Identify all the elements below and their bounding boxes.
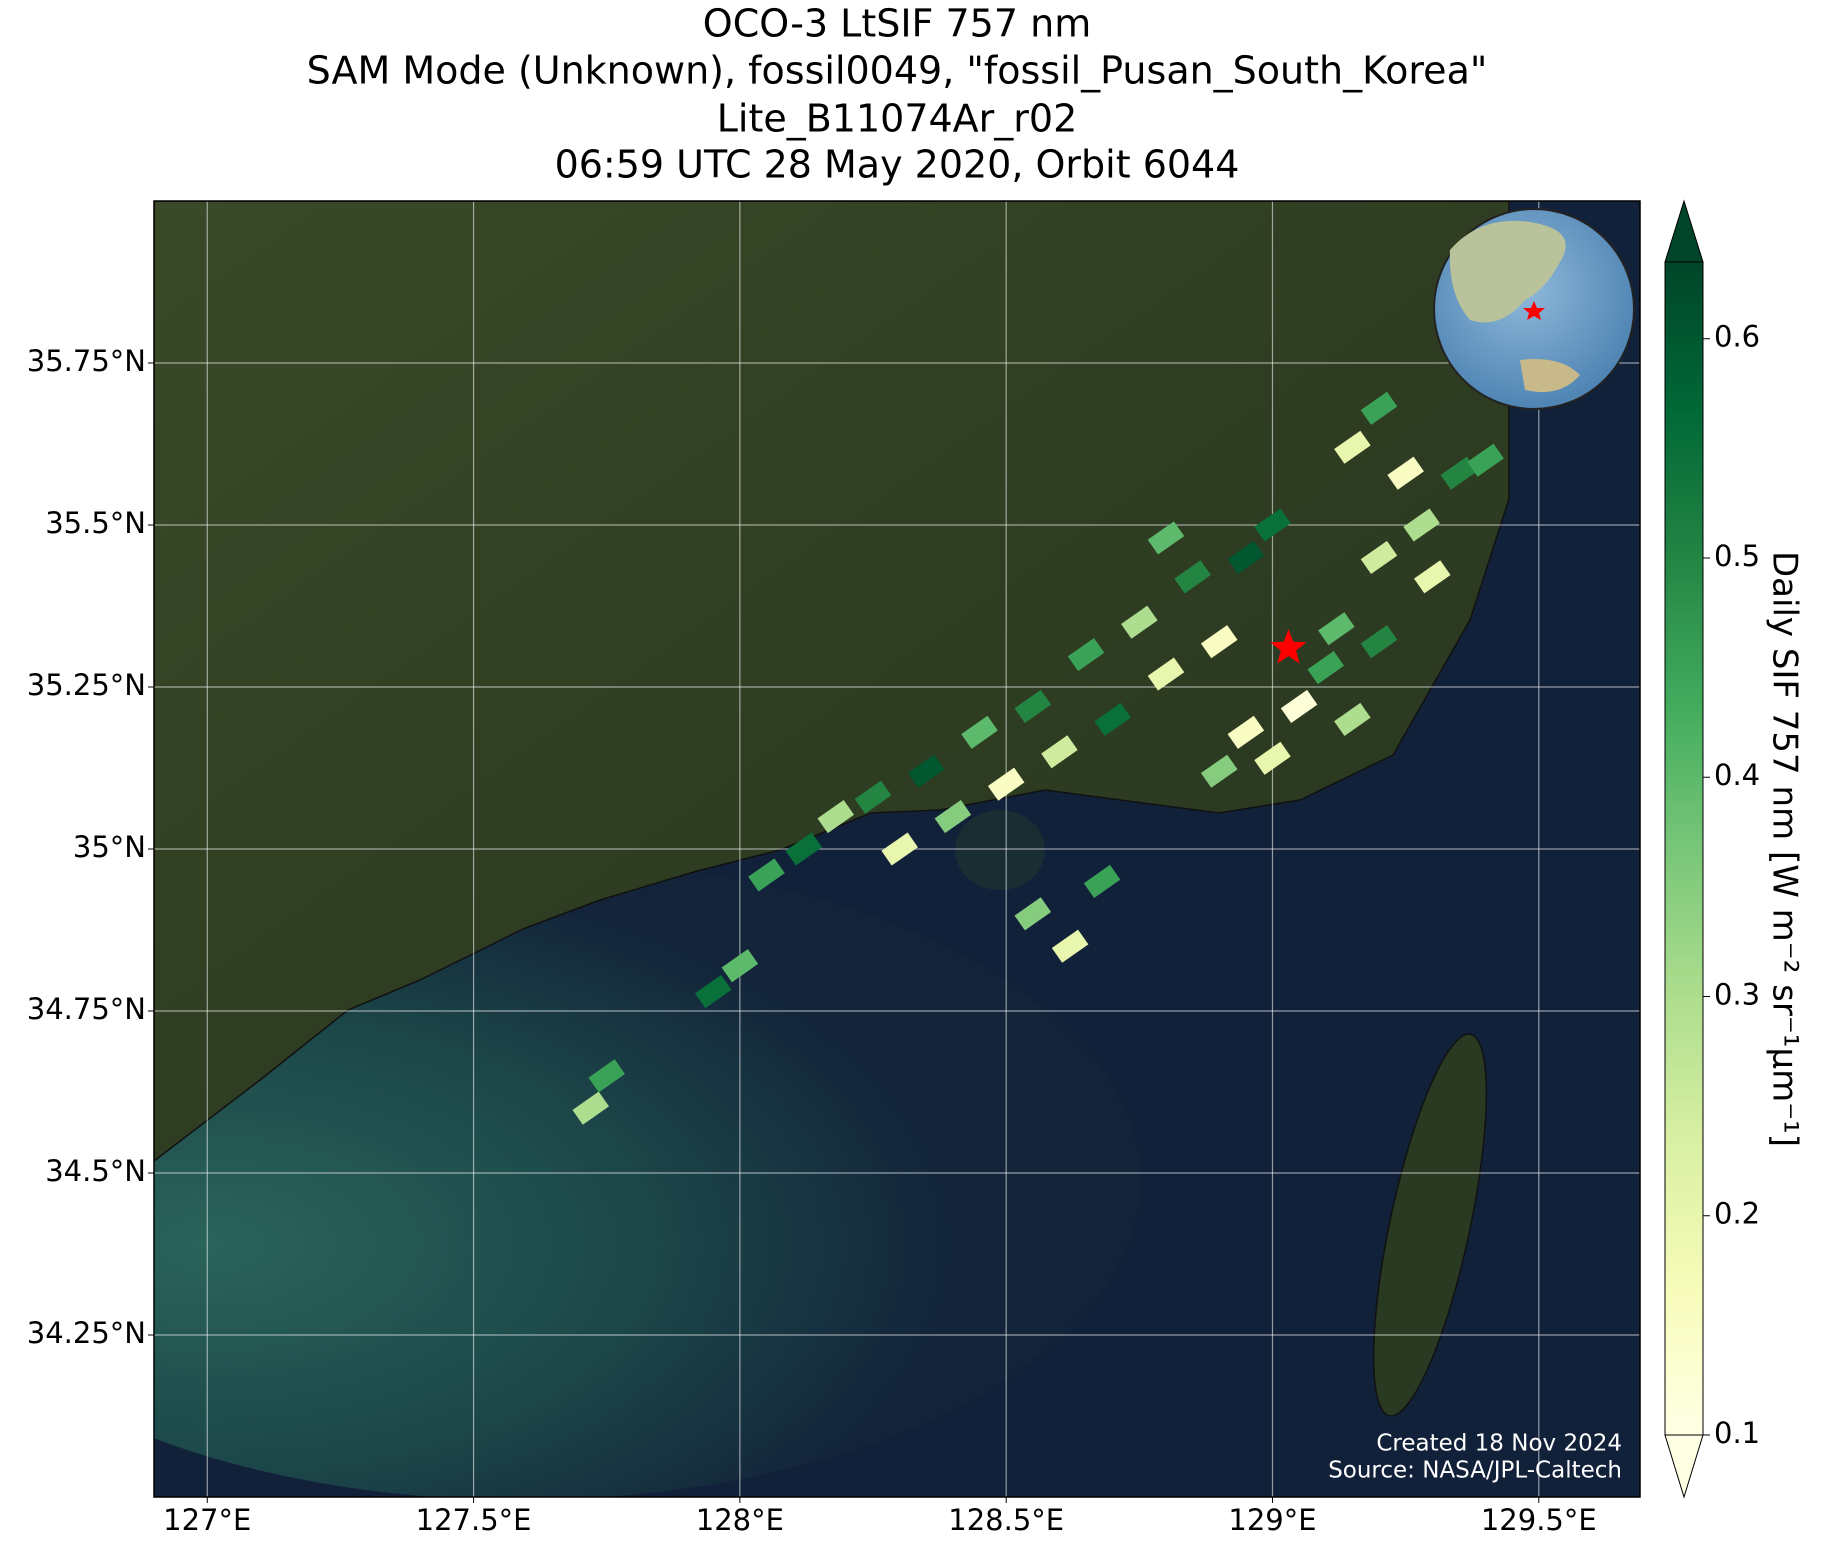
x-tick-label: 129°E	[1228, 1503, 1316, 1537]
colorbar-tick-label: 0.4	[1714, 758, 1760, 792]
footprint	[1254, 741, 1291, 775]
footprints	[572, 391, 1504, 1125]
credit: Created 18 Nov 2024	[1376, 1431, 1622, 1457]
footprint	[908, 754, 945, 788]
colorbar-extend-max	[1664, 199, 1704, 263]
colorbar-tick-label: 0.6	[1714, 320, 1760, 354]
footprint	[1227, 715, 1265, 749]
grid	[154, 201, 1640, 1497]
shallow-sea	[154, 860, 1140, 1497]
footprint	[934, 800, 972, 834]
y-tick-label: 34.25°N	[27, 1316, 146, 1350]
footprint	[1387, 456, 1424, 490]
y-tick-label: 34.75°N	[27, 992, 146, 1026]
footprint	[987, 767, 1025, 801]
colorbar-tick-label: 0.1	[1714, 1416, 1760, 1450]
colorbar-tick-label: 0.2	[1714, 1197, 1760, 1231]
colorbar-body	[1664, 261, 1704, 1436]
footprint	[1360, 540, 1398, 574]
x-tick-label: 127°E	[163, 1503, 251, 1537]
footprint	[588, 1059, 625, 1093]
colorbar-tick-label: 0.5	[1714, 539, 1760, 573]
footprint	[1307, 651, 1345, 685]
footprint	[1147, 521, 1185, 555]
land	[154, 201, 1510, 1162]
footprint	[1041, 735, 1078, 769]
bay	[955, 810, 1045, 890]
footprint	[748, 858, 785, 892]
target-layer	[1270, 629, 1307, 664]
footprint	[1200, 754, 1238, 788]
map: Created 18 Nov 2024 Source: NASA/JPL-Cal…	[154, 201, 1640, 1497]
footprint	[1121, 605, 1158, 639]
footprint	[1318, 612, 1355, 646]
footprint	[1334, 702, 1371, 736]
colorbar-tick-label: 0.3	[1714, 977, 1760, 1011]
title-line: OCO-3 LtSIF 757 nm	[703, 2, 1091, 46]
globe-marker	[1523, 301, 1545, 320]
x-tick-label: 128.5°E	[948, 1503, 1064, 1537]
inset-globe	[1433, 208, 1635, 410]
footprint	[1403, 508, 1440, 542]
footprint	[1094, 702, 1131, 736]
footprint	[961, 715, 998, 749]
footprint	[1254, 508, 1291, 542]
title-line: 06:59 UTC 28 May 2020, Orbit 6044	[555, 143, 1240, 187]
footprint	[1360, 625, 1398, 659]
footprint	[572, 1091, 610, 1125]
y-tick-label: 35.25°N	[27, 668, 146, 702]
title-line: SAM Mode (Unknown), fossil0049, "fossil_…	[307, 49, 1488, 93]
footprint	[1014, 897, 1052, 931]
globe-land	[1449, 220, 1566, 323]
footprint	[1360, 391, 1398, 425]
globe-land	[1520, 359, 1580, 393]
island	[1372, 1033, 1488, 1417]
footprint	[1414, 560, 1451, 594]
footprint	[1440, 456, 1478, 490]
footprint	[1051, 929, 1089, 963]
footprint	[881, 832, 918, 866]
footprint	[694, 975, 732, 1009]
y-tick-label: 35.5°N	[45, 506, 146, 540]
footprint	[854, 780, 892, 814]
footprint	[817, 800, 855, 834]
y-tick-label: 35.75°N	[27, 344, 146, 378]
colorbar-label: Daily SIF 757 nm [W m⁻² sr⁻¹μm⁻¹]	[1765, 551, 1805, 1147]
footprint	[1083, 864, 1121, 898]
footprint	[1174, 560, 1211, 594]
x-tick-label: 127.5°E	[416, 1503, 532, 1537]
axes: 127°E 127.5°E 128°E 128.5°E 129°E 129.5°E 34.2…	[27, 344, 1597, 1537]
colorbar: 0.1 0.2 0.3 0.4 0.5 0.6	[1664, 199, 1760, 1499]
y-tick-label: 34.5°N	[45, 1154, 146, 1188]
footprint	[721, 949, 759, 983]
title: OCO-3 LtSIF 757 nm SAM Mode (Unknown), f…	[307, 2, 1488, 187]
credit: Source: NASA/JPL-Caltech	[1328, 1458, 1622, 1484]
colorbar-extend-min	[1664, 1434, 1704, 1499]
footprint	[785, 832, 823, 866]
target-star	[1270, 629, 1307, 664]
footprint	[1467, 443, 1504, 477]
footprint	[1280, 689, 1318, 723]
footprint	[1014, 689, 1052, 723]
title-line: Lite_B11074Ar_r02	[717, 97, 1078, 141]
footprint	[1067, 638, 1105, 672]
y-tick-label: 35°N	[73, 830, 146, 864]
footprint	[1334, 430, 1371, 464]
footprint	[1200, 625, 1238, 659]
footprint	[1227, 540, 1265, 574]
x-tick-label: 128°E	[696, 1503, 784, 1537]
x-tick-label: 129.5°E	[1481, 1503, 1597, 1537]
footprint	[1147, 657, 1185, 691]
